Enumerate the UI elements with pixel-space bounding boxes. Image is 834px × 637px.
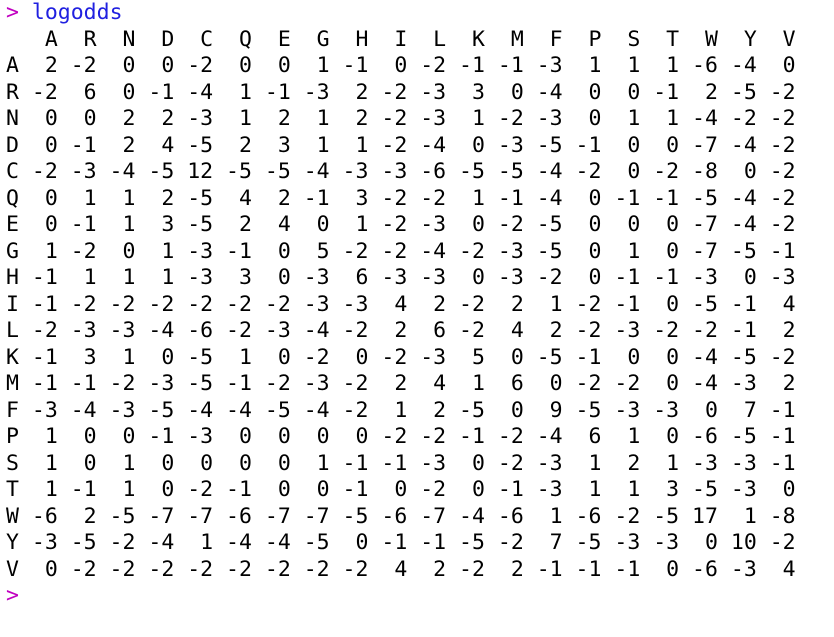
input-prompt-symbol: >: [6, 583, 19, 608]
prompt-symbol: >: [6, 0, 19, 25]
matrix-row-P: P 1 0 0 -1 -3 0 0 0 0 -2 -2 -1 -2 -4 6 1…: [6, 424, 796, 449]
matrix-row-A: A 2 -2 0 0 -2 0 0 1 -1 0 -2 -1 -1 -3 1 1…: [6, 53, 796, 78]
command-text: logodds: [31, 0, 123, 25]
matrix-row-R: R -2 6 0 -1 -4 1 -1 -3 2 -2 -3 3 0 -4 0 …: [6, 79, 796, 105]
matrix-row-S: S 1 0 1 0 0 0 0 1 -1 -1 -3 0 -2 -3 1 2 1…: [6, 450, 796, 476]
matrix-row-K: K -1 3 1 0 -5 1 0 -2 0 -2 -3 5 0 -5 -1 0…: [6, 344, 796, 370]
matrix-row-Q: Q 0 1 1 2 -5 4 2 -1 3 -2 -2 1 -1 -4 0 -1…: [6, 185, 796, 211]
command-line: > logodds: [6, 0, 834, 27]
matrix-row-E: E 0 -1 1 3 -5 2 4 0 1 -2 -3 0 -2 -5 0 0 …: [6, 212, 796, 237]
matrix-row-D: D 0 -1 2 4 -5 2 3 1 1 -2 -4 0 -3 -5 -1 0…: [6, 132, 796, 158]
matrix-row-G: G 1 -2 0 1 -3 -1 0 5 -2 -2 -4 -2 -3 -5 0…: [6, 238, 796, 264]
matrix-row-Y: Y -3 -5 -2 -4 1 -4 -4 -5 0 -1 -1 -5 -2 7…: [6, 530, 796, 555]
matrix-row-M: M -1 -1 -2 -3 -5 -1 -2 -3 -2 2 4 1 6 0 -…: [6, 371, 796, 396]
matrix-row-C: C -2 -3 -4 -5 12 -5 -5 -4 -3 -3 -6 -5 -5…: [6, 159, 796, 184]
matrix-row-T: T 1 -1 1 0 -2 -1 0 0 -1 0 -2 0 -1 -3 1 1…: [6, 477, 796, 502]
matrix-row-I: I -1 -2 -2 -2 -2 -2 -2 -3 -3 4 2 -2 2 1 …: [6, 291, 796, 317]
matrix-row-L: L -2 -3 -3 -4 -6 -2 -3 -4 -2 2 6 -2 4 2 …: [6, 318, 796, 343]
matrix-row-V: V 0 -2 -2 -2 -2 -2 -2 -2 -2 4 2 -2 2 -1 …: [6, 556, 796, 582]
matrix-header: A R N D C Q E G H I L K M F P S T W Y V: [6, 26, 796, 52]
matrix-row-H: H -1 1 1 1 -3 3 0 -3 6 -3 -3 0 -3 -2 0 -…: [6, 265, 796, 290]
input-line[interactable]: >: [6, 583, 834, 610]
matrix-row-F: F -3 -4 -3 -5 -4 -4 -5 -4 -2 1 2 -5 0 9 …: [6, 397, 796, 423]
matrix-row-W: W -6 2 -5 -7 -7 -6 -7 -7 -5 -6 -7 -4 -6 …: [6, 503, 796, 529]
matrix-row-N: N 0 0 2 2 -3 1 2 1 2 -2 -3 1 -2 -3 0 1 1…: [6, 106, 796, 131]
